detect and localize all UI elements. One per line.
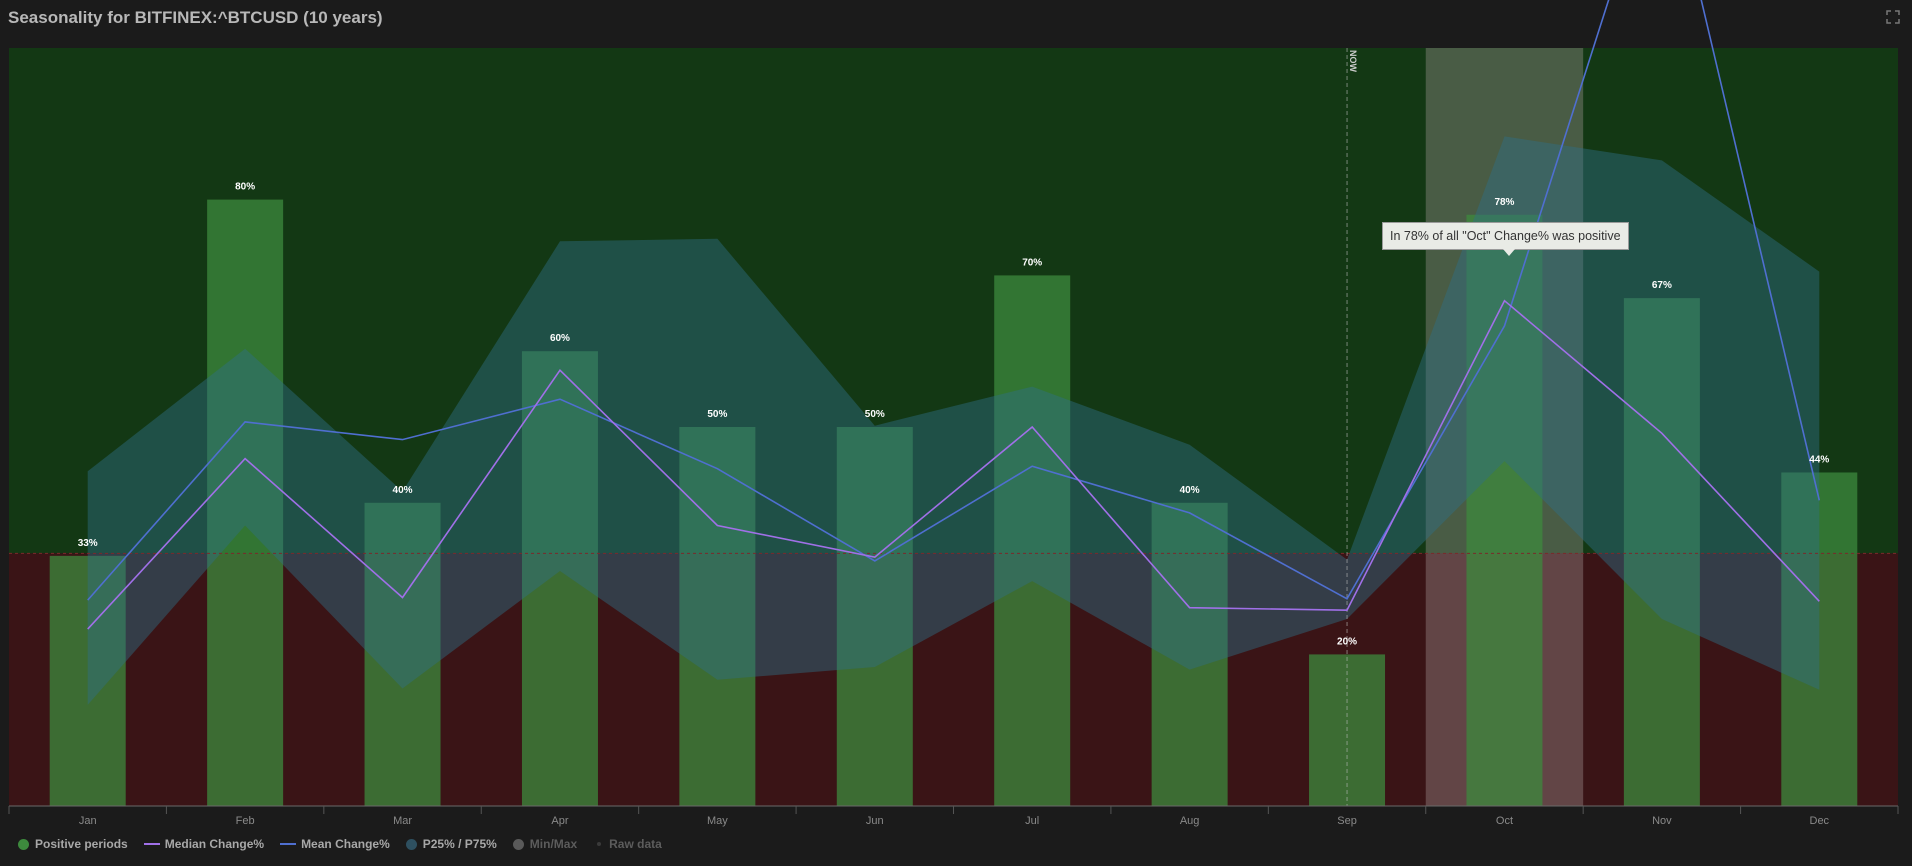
x-tick-label-feb: Feb bbox=[236, 815, 255, 827]
bar-label-dec: 44% bbox=[1809, 454, 1829, 465]
positive-bar-apr bbox=[521, 351, 598, 806]
tooltip: In 78% of all "Oct" Change% was positive bbox=[1382, 222, 1629, 256]
legend-label: P25% / P75% bbox=[422, 837, 497, 851]
legend-swatch bbox=[280, 843, 297, 845]
legend-swatch bbox=[512, 838, 524, 850]
positive-bar-aug bbox=[1151, 502, 1228, 806]
bar-label-oct: 78% bbox=[1494, 197, 1514, 208]
x-tick-label-nov: Nov bbox=[1652, 815, 1672, 827]
x-tick-label-jul: Jul bbox=[1025, 815, 1039, 827]
x-tick-label-may: May bbox=[707, 815, 728, 827]
legend-item-min-max[interactable]: Min/Max bbox=[512, 837, 578, 851]
bar-label-sep: 20% bbox=[1337, 636, 1357, 647]
legend-item-positive-periods[interactable]: Positive periods bbox=[18, 837, 128, 851]
bar-label-jan: 33% bbox=[78, 538, 98, 549]
positive-bar-may bbox=[679, 427, 756, 806]
median-change-line bbox=[87, 299, 1820, 630]
legend-label: Positive periods bbox=[35, 837, 128, 851]
legend-item-p25-p75[interactable]: P25% / P75% bbox=[405, 837, 497, 851]
bar-label-may: 50% bbox=[707, 409, 727, 420]
legend-item-raw-data[interactable]: Raw data bbox=[593, 837, 662, 851]
legend-label: Min/Max bbox=[529, 837, 578, 851]
x-tick-label-dec: Dec bbox=[1810, 815, 1830, 827]
legend-label: Median Change% bbox=[164, 837, 265, 851]
positive-bar-jan bbox=[49, 555, 126, 806]
x-tick-label-jun: Jun bbox=[866, 815, 884, 827]
positive-zone bbox=[9, 48, 1898, 554]
bar-label-mar: 40% bbox=[393, 485, 413, 496]
positive-bar-jul bbox=[994, 275, 1071, 806]
now-label: NOW bbox=[1348, 50, 1358, 73]
p25-p75-band bbox=[87, 136, 1820, 705]
x-tick-label-jan: Jan bbox=[79, 815, 97, 827]
positive-bar-nov bbox=[1623, 298, 1700, 806]
legend-swatch bbox=[597, 842, 602, 846]
positive-bar-oct bbox=[1466, 214, 1543, 806]
x-tick-label-oct: Oct bbox=[1496, 815, 1513, 827]
chart-title: Seasonality for BITFINEX:^BTCUSD (10 yea… bbox=[8, 8, 383, 27]
bar-label-nov: 67% bbox=[1652, 280, 1672, 291]
bar-label-aug: 40% bbox=[1180, 485, 1200, 496]
x-tick-label-apr: Apr bbox=[551, 815, 568, 827]
bar-label-jul: 70% bbox=[1022, 257, 1042, 268]
legend-item-median-change[interactable]: Median Change% bbox=[143, 837, 265, 851]
bar-label-feb: 80% bbox=[235, 182, 255, 193]
legend-label: Raw data bbox=[609, 837, 662, 851]
legend-swatch bbox=[405, 838, 417, 850]
fullscreen-icon[interactable] bbox=[1886, 10, 1900, 24]
negative-zone bbox=[9, 553, 1898, 806]
x-tick-label-aug: Aug bbox=[1180, 815, 1200, 827]
legend-label: Mean Change% bbox=[301, 837, 390, 851]
x-tick-label-sep: Sep bbox=[1337, 815, 1357, 827]
legend-swatch bbox=[18, 838, 29, 850]
legend-swatch bbox=[143, 843, 160, 845]
positive-bar-jun bbox=[836, 427, 913, 806]
legend: Positive periods Median Change% Mean Chang… bbox=[18, 837, 678, 851]
bar-label-jun: 50% bbox=[865, 409, 885, 420]
seasonality-chart: NOW 33% 80% 40% 60% 50% 50% 70% 40% 20% 78% 67% 44% J… bbox=[8, 0, 1899, 827]
bar-label-apr: 60% bbox=[550, 333, 570, 344]
positive-bar-feb bbox=[207, 199, 284, 807]
legend-item-mean-change[interactable]: Mean Change% bbox=[280, 837, 390, 851]
x-tick-label-mar: Mar bbox=[393, 815, 412, 827]
positive-bar-dec bbox=[1781, 472, 1858, 806]
